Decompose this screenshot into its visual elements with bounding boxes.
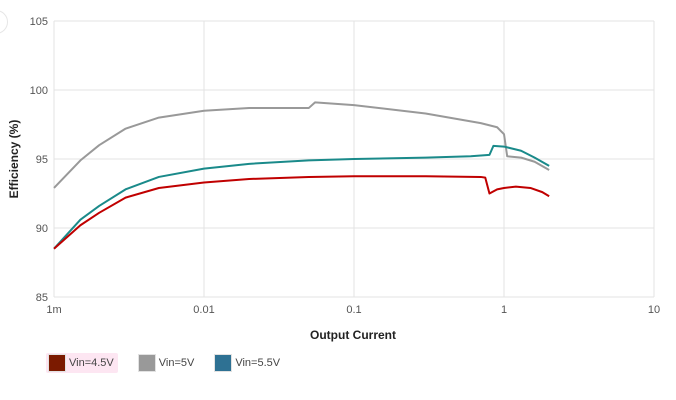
series-line-vin-5v[interactable]: [53, 101, 550, 189]
x-axis-title: Output Current: [310, 328, 396, 342]
x-tick-labels: 1m 0.01 0.1 1 10: [46, 304, 660, 316]
legend-item-vin-5v[interactable]: Vin=5V: [137, 354, 195, 372]
chart-legend: Vin=4.5V Vin=5V Vin=5.5V: [46, 352, 300, 374]
y-tick-label: 90: [36, 223, 48, 235]
y-tick-label: 100: [30, 85, 48, 97]
y-tick-label: 95: [36, 154, 48, 166]
x-tick-label: 1m: [46, 304, 61, 316]
series-line-vin-5-5v[interactable]: [53, 144, 550, 250]
series-layer: [53, 101, 550, 250]
legend-label: Vin=4.5V: [69, 357, 114, 369]
y-tick-label: 105: [30, 16, 48, 28]
grid-layer: [53, 20, 655, 298]
legend-swatch: [48, 354, 66, 372]
x-tick-label: 10: [648, 304, 660, 316]
x-tick-label: 0.01: [193, 304, 214, 316]
legend-item-vin-5-5v[interactable]: Vin=5.5V: [214, 354, 280, 372]
y-tick-label: 85: [36, 292, 48, 304]
legend-label: Vin=5V: [158, 357, 195, 369]
legend-label: Vin=5.5V: [235, 357, 281, 369]
legend-item-vin-4-5v[interactable]: Vin=4.5V: [46, 353, 118, 373]
y-tick-labels: 85 90 95 100 105: [30, 16, 48, 304]
legend-swatch: [137, 354, 156, 372]
x-tick-label: 1: [501, 304, 507, 316]
legend-swatch: [214, 354, 233, 372]
series-line-vin-4-5v[interactable]: [53, 175, 550, 250]
y-axis-title: Efficiency (%): [7, 120, 21, 199]
x-tick-label: 0.1: [346, 304, 361, 316]
